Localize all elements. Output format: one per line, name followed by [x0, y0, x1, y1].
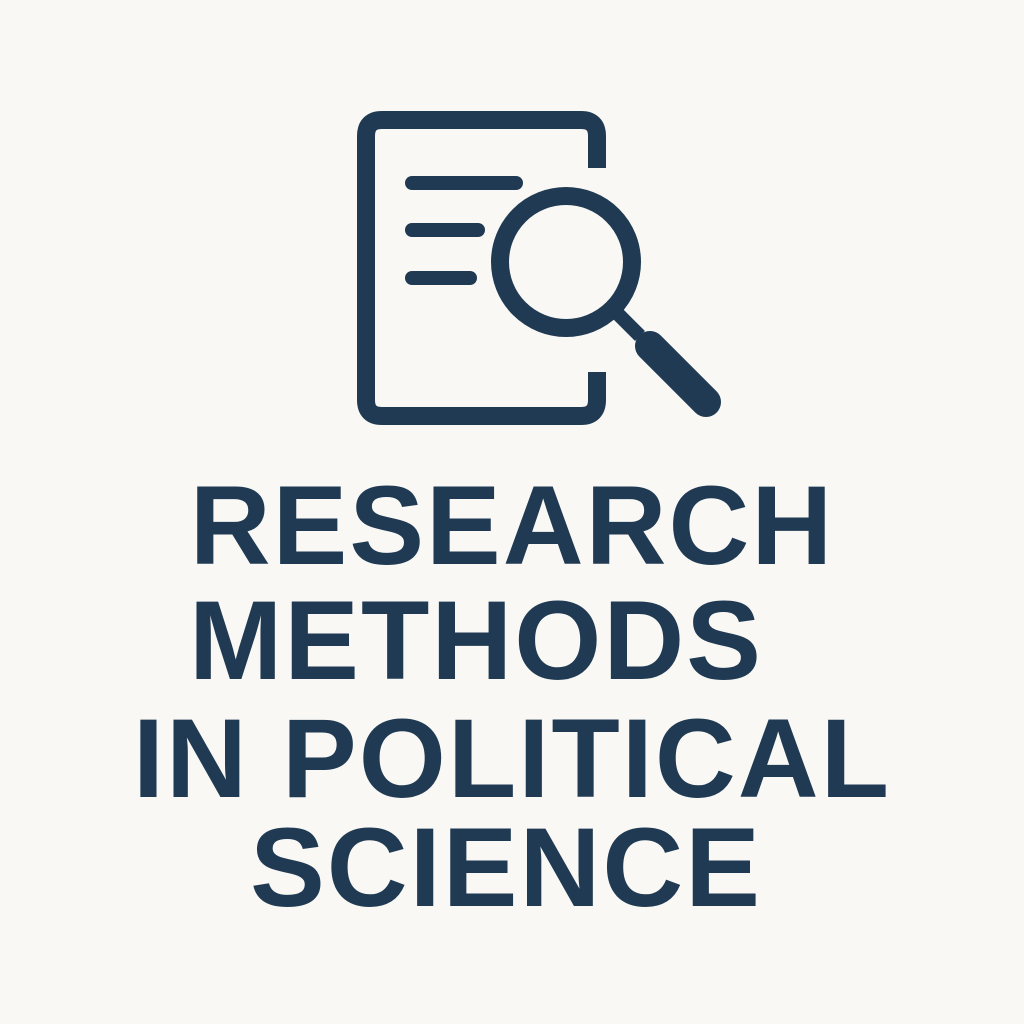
magnifier-lens [491, 187, 641, 337]
magnifier-neck [612, 308, 645, 341]
document-search-icon [357, 111, 721, 425]
title-line-4: SCIENCE [250, 805, 762, 930]
title-line-3: IN POLITICAL [132, 696, 892, 821]
title-line-1: RESEARCH [189, 463, 835, 588]
document-outline [357, 111, 606, 425]
title-line-2: METHODS [189, 578, 763, 703]
magnifier-handle [635, 331, 721, 417]
